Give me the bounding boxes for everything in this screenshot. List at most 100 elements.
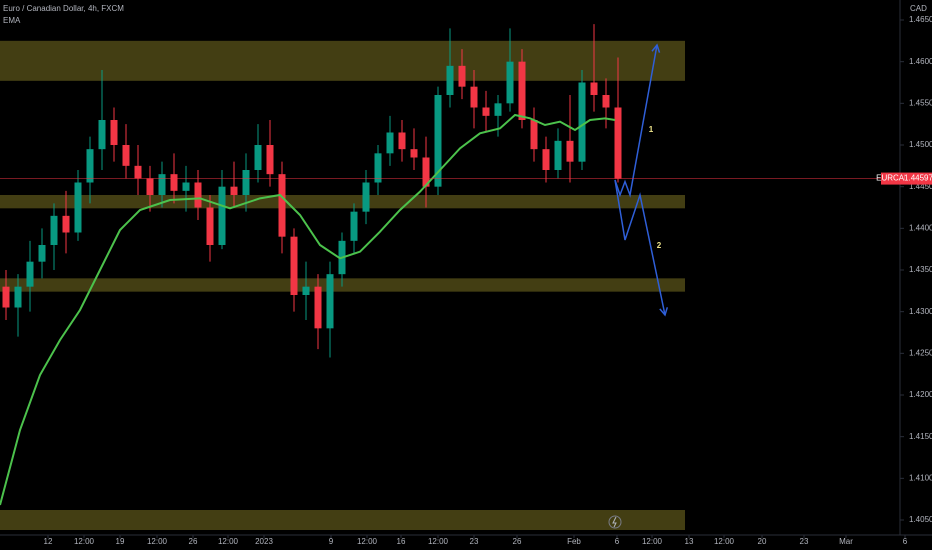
candle-body (194, 182, 202, 208)
candle-body (614, 107, 622, 179)
chart-title: Euro / Canadian Dollar, 4h, FXCM (3, 4, 124, 13)
candle-body (554, 140, 562, 170)
x-tick-label: 23 (470, 537, 479, 546)
candle-body (410, 149, 418, 158)
price-label: 1.44597 (904, 174, 932, 183)
candle-body (506, 61, 514, 104)
scenario-label: 1 (649, 125, 654, 134)
icon-circle[interactable] (608, 515, 622, 529)
candle-body (254, 145, 262, 170)
candle-body (590, 82, 598, 95)
candle-body (2, 286, 10, 308)
x-tick-label: 6 (903, 537, 908, 546)
scenario-path (614, 44, 658, 198)
arrow-head (659, 307, 669, 317)
x-tick-label: 12:00 (218, 537, 239, 546)
indicator-label: EMA (3, 16, 21, 25)
candle-body (158, 174, 166, 195)
candle-body (302, 286, 310, 295)
candle-body (314, 286, 322, 329)
candle-body (218, 186, 226, 245)
candle-body (374, 153, 382, 183)
x-tick-label: 6 (615, 537, 620, 546)
candle-body (50, 215, 58, 245)
candle-body (422, 157, 430, 187)
y-tick-label: 1.42000 (909, 390, 932, 399)
price-box (905, 172, 932, 185)
replay-icon[interactable] (608, 515, 622, 529)
candle-body (170, 174, 178, 191)
candle-body (74, 182, 82, 233)
candle-body (362, 182, 370, 212)
y-tick-label: 1.40500 (909, 515, 932, 524)
candle-body (86, 149, 94, 183)
candle-body (398, 132, 406, 150)
y-tick-label: 1.46500 (909, 15, 932, 24)
x-tick-label: 16 (397, 537, 406, 546)
symbol-box (881, 172, 905, 185)
x-tick-label: 12:00 (147, 537, 168, 546)
y-tick-label: 1.45500 (909, 98, 932, 107)
y-tick-label: 1.41000 (909, 473, 932, 482)
candle-body (134, 165, 142, 179)
y-tick-label: 1.44000 (909, 223, 932, 232)
y-tick-label: 1.44500 (909, 182, 932, 191)
ema-line (0, 113, 616, 506)
zone (0, 195, 685, 209)
arrow-head (651, 43, 661, 53)
candle-body (26, 261, 34, 287)
scenario-label: 2 (657, 241, 662, 250)
x-tick-label: 20 (758, 537, 767, 546)
x-tick-label: 2023 (255, 537, 273, 546)
y-tick-label: 1.43000 (909, 307, 932, 316)
symbol-label: EURCAD (876, 174, 910, 183)
zone (0, 40, 685, 81)
candle-body (446, 65, 454, 95)
candle-body (38, 245, 46, 262)
candle-body (470, 86, 478, 108)
candle-body (578, 82, 586, 162)
x-tick-label: 26 (513, 537, 522, 546)
candle-body (242, 170, 250, 195)
candle-body (566, 140, 574, 162)
x-tick-label: 12:00 (357, 537, 378, 546)
x-tick-label: 23 (800, 537, 809, 546)
candle-body (146, 178, 154, 195)
candle-body (110, 120, 118, 145)
candle-body (182, 182, 190, 191)
candle-body (434, 95, 442, 187)
x-tick-label: Mar (839, 537, 853, 546)
candle-body (278, 174, 286, 237)
y-tick-label: 1.45000 (909, 140, 932, 149)
x-tick-label: 12:00 (642, 537, 663, 546)
candle-body (350, 211, 358, 241)
x-tick-label: 19 (116, 537, 125, 546)
x-tick-label: 12:00 (428, 537, 449, 546)
y-tick-label: 1.41500 (909, 432, 932, 441)
marks: 12 (0, 24, 669, 506)
icon-bolt[interactable] (612, 516, 617, 528)
candle-body (290, 236, 298, 295)
x-tick-label: 9 (329, 537, 334, 546)
y-tick-label: 1.43500 (909, 265, 932, 274)
x-tick-label: Feb (567, 537, 581, 546)
candle-body (14, 286, 22, 308)
zones (0, 40, 685, 530)
candle-body (494, 103, 502, 116)
x-tick-label: 26 (189, 537, 198, 546)
candle-body (62, 215, 70, 233)
candle-body (458, 65, 466, 87)
x-tick-label: 13 (685, 537, 694, 546)
x-tick-label: 12:00 (74, 537, 95, 546)
x-tick-label: 12 (44, 537, 53, 546)
candle-body (530, 120, 538, 150)
y-tick-label: 1.46000 (909, 57, 932, 66)
x-tick-label: 12:00 (714, 537, 735, 546)
candle-body (518, 61, 526, 120)
currency-label: CAD (910, 4, 927, 13)
scenario-path (614, 179, 666, 316)
candle-body (230, 186, 238, 195)
